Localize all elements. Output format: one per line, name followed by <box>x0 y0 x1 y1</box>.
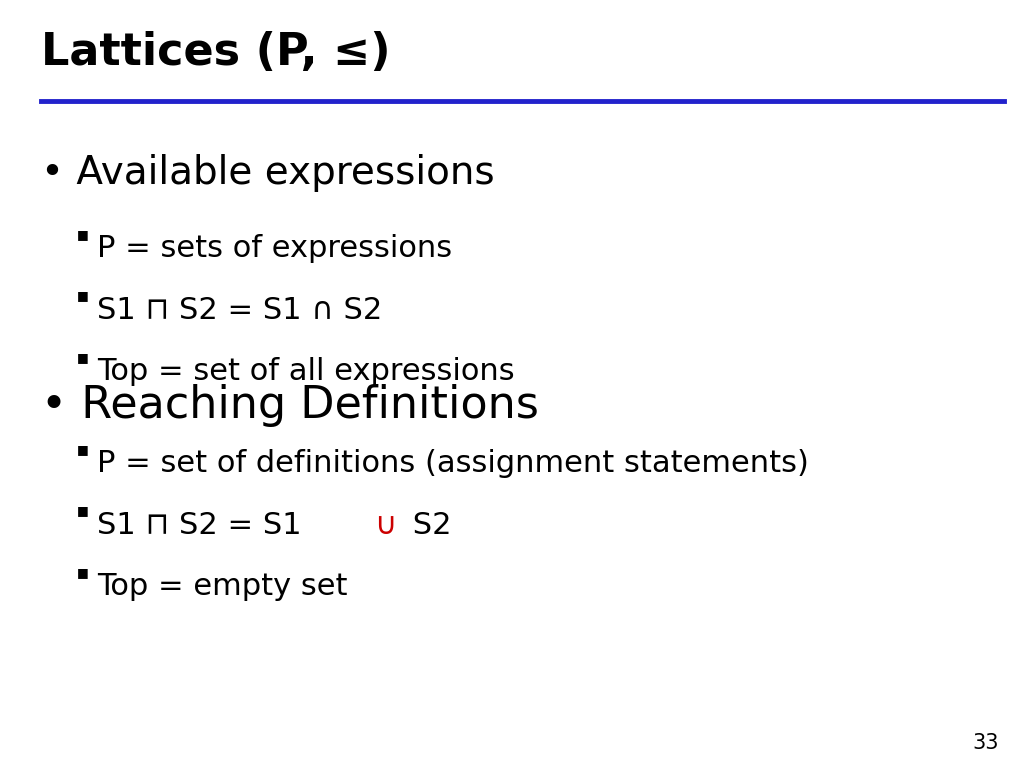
Text: ■: ■ <box>77 290 88 302</box>
Text: • Available expressions: • Available expressions <box>41 154 495 191</box>
Text: ■: ■ <box>77 443 88 455</box>
Text: Lattices (P, ≤): Lattices (P, ≤) <box>41 31 390 74</box>
Text: ■: ■ <box>77 228 88 240</box>
Text: ■: ■ <box>77 566 88 578</box>
Text: S1 ⊓ S2 = S1: S1 ⊓ S2 = S1 <box>97 511 311 540</box>
Text: P = set of definitions (assignment statements): P = set of definitions (assignment state… <box>97 449 809 478</box>
Text: 33: 33 <box>972 733 998 753</box>
Text: S1 ⊓ S2 = S1 ∩ S2: S1 ⊓ S2 = S1 ∩ S2 <box>97 296 383 325</box>
Text: • Reaching Definitions: • Reaching Definitions <box>41 384 539 427</box>
Text: S2: S2 <box>402 511 452 540</box>
Text: Top = empty set: Top = empty set <box>97 572 348 601</box>
Text: Top = set of all expressions: Top = set of all expressions <box>97 357 515 386</box>
Text: ∪: ∪ <box>374 511 396 540</box>
Text: ■: ■ <box>77 351 88 363</box>
Text: P = sets of expressions: P = sets of expressions <box>97 234 453 263</box>
Text: ■: ■ <box>77 505 88 517</box>
